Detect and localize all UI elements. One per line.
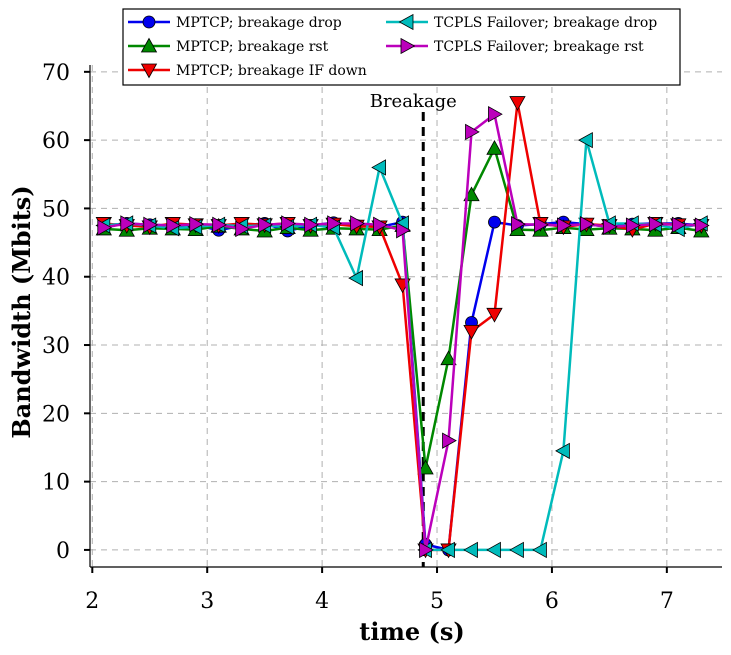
legend-item: MPTCP; breakage drop: [128, 15, 342, 31]
data-point: [281, 215, 296, 232]
data-point: [602, 218, 618, 236]
y-tick-label: 40: [42, 266, 70, 291]
x-tick-label: 7: [660, 589, 674, 614]
data-point: [486, 541, 501, 559]
data-point: [648, 215, 664, 233]
data-point: [396, 222, 411, 239]
data-point: [534, 216, 549, 234]
data-point: [304, 216, 319, 234]
y-tick-label: 50: [42, 197, 70, 222]
data-point: [625, 217, 641, 234]
x-tick-label: 6: [545, 589, 559, 614]
legend-item: TCPLS Failover; breakage rst: [386, 37, 644, 55]
y-tick-label: 10: [42, 471, 70, 496]
data-point: [442, 432, 457, 449]
grid: [90, 65, 722, 567]
series-line: [103, 144, 702, 469]
legend-item: MPTCP; breakage rst: [128, 37, 329, 55]
plot-area: [95, 96, 710, 559]
data-point: [235, 220, 251, 238]
data-point: [509, 96, 526, 111]
data-point: [511, 215, 526, 233]
y-axis-label: Bandwidth (Mbits): [7, 185, 36, 438]
y-tick-label: 60: [42, 129, 70, 154]
data-point: [419, 541, 434, 559]
y-tick-label: 70: [42, 61, 70, 86]
legend-marker: [140, 37, 158, 53]
data-point: [580, 215, 595, 233]
y-tick-label: 20: [42, 402, 70, 427]
data-point: [488, 105, 503, 123]
series-line: [103, 220, 702, 552]
series-1: [97, 215, 708, 557]
data-point: [488, 215, 501, 229]
legend-marker: [140, 63, 158, 79]
legend-label: TCPLS Failover; breakage drop: [434, 15, 657, 31]
data-point: [373, 216, 388, 234]
series-3: [95, 96, 710, 559]
data-point: [532, 541, 547, 559]
series-line: [103, 102, 702, 552]
breakage-label: Breakage: [370, 91, 457, 112]
data-point: [97, 219, 113, 236]
x-tick-label: 5: [430, 589, 444, 614]
data-point: [166, 217, 182, 234]
legend-item: TCPLS Failover; breakage drop: [386, 13, 657, 31]
data-point: [486, 307, 503, 323]
data-point: [694, 217, 710, 234]
legend-item: MPTCP; breakage IF down: [128, 63, 367, 79]
annotations: Breakage: [370, 91, 457, 567]
data-point: [417, 459, 434, 475]
data-point: [440, 350, 457, 366]
data-point: [555, 442, 570, 460]
data-point: [350, 215, 365, 232]
legend-marker: [142, 15, 156, 29]
data-point: [465, 123, 480, 141]
legend-label: MPTCP; breakage rst: [176, 39, 329, 55]
series-5: [97, 105, 710, 559]
x-tick-label: 4: [315, 589, 329, 614]
x-tick-label: 3: [200, 589, 214, 614]
data-point: [120, 215, 136, 232]
data-point: [327, 215, 342, 232]
data-point: [258, 216, 273, 234]
legend-marker: [400, 37, 416, 55]
legend: MPTCP; breakage drop MPTCP; breakage rst M…: [122, 8, 681, 86]
data-point: [463, 324, 480, 340]
series-line: [103, 111, 702, 551]
data-point: [348, 269, 363, 287]
data-point: [557, 217, 572, 234]
legend-label: MPTCP; breakage IF down: [176, 63, 367, 79]
y-tick-label: 0: [56, 539, 70, 564]
data-point: [671, 216, 687, 234]
data-point: [463, 541, 478, 559]
data-point: [440, 541, 455, 559]
data-point: [509, 541, 524, 559]
x-axis-label: time (s): [359, 617, 464, 646]
legend-label: TCPLS Failover; breakage rst: [434, 39, 644, 55]
x-tick-label: 2: [85, 589, 99, 614]
series-2: [95, 140, 710, 475]
data-point: [371, 159, 386, 176]
legend-marker: [398, 13, 414, 31]
legend-label: MPTCP; breakage drop: [176, 15, 342, 31]
y-tick-label: 30: [42, 334, 70, 359]
data-point: [189, 215, 205, 233]
data-point: [486, 140, 503, 155]
data-point: [143, 216, 159, 234]
data-point: [212, 216, 228, 234]
data-point: [578, 131, 593, 149]
